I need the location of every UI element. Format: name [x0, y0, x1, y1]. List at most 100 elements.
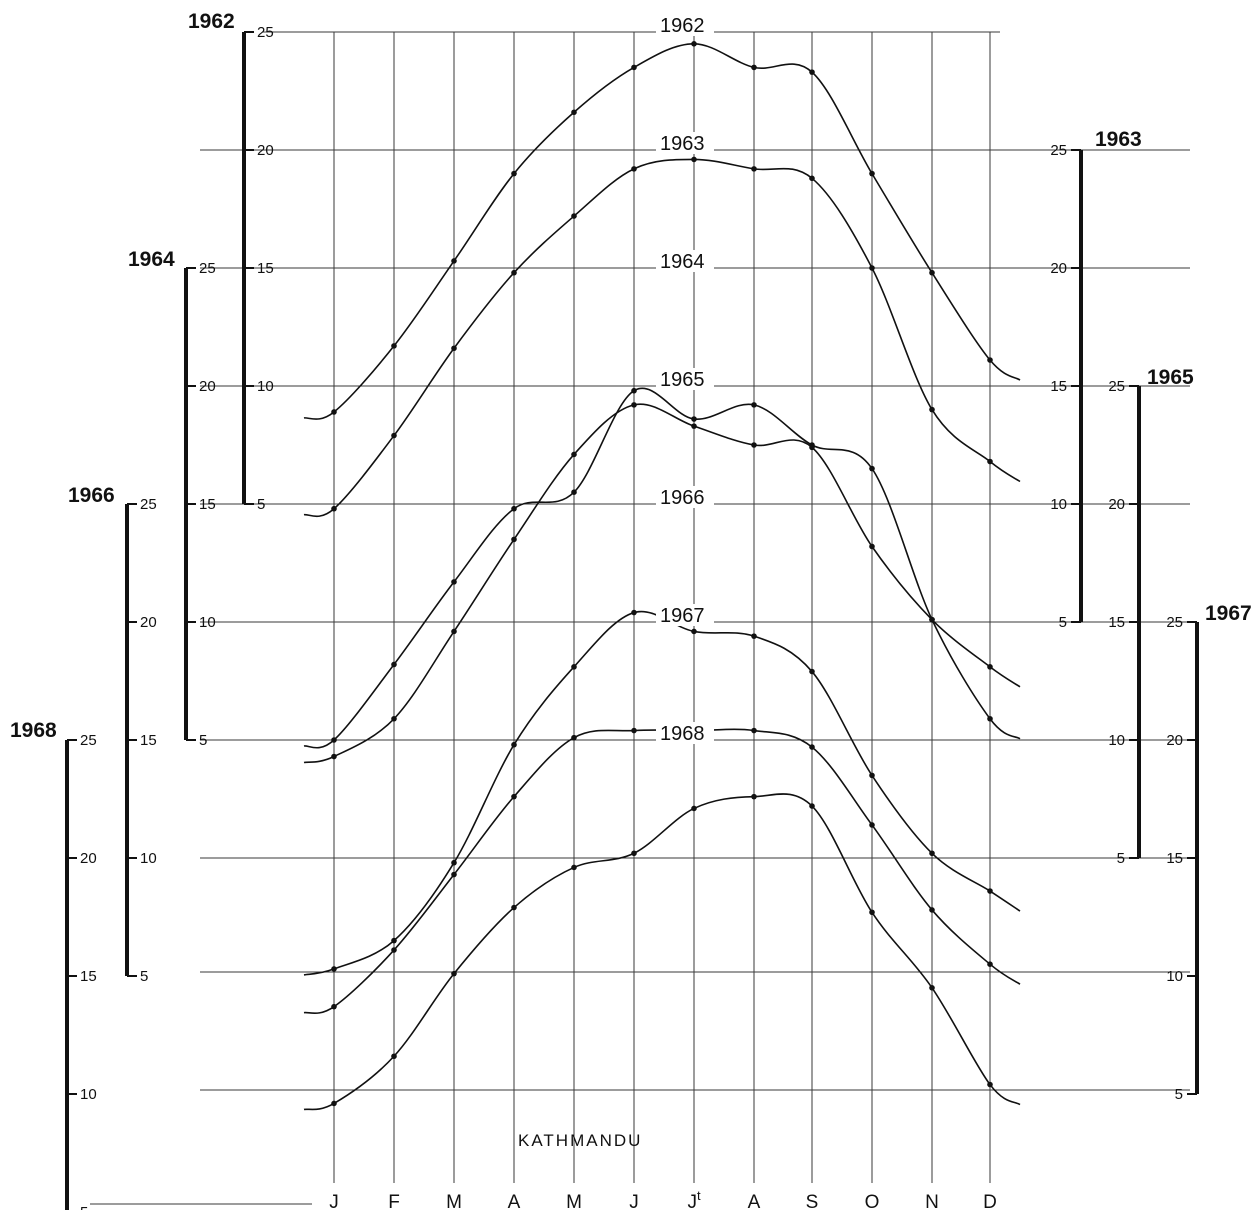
data-point [511, 741, 517, 748]
data-point [571, 451, 577, 458]
scale-tick-label: 10 [1108, 732, 1125, 749]
data-point [511, 505, 517, 512]
data-point [631, 166, 637, 172]
data-point [631, 64, 637, 71]
data-point [869, 822, 875, 828]
month-label: Jt [687, 1188, 701, 1210]
data-point [691, 156, 697, 163]
series-label-1967: 1967 [660, 605, 705, 627]
data-point [987, 357, 993, 363]
scale-tick-label: 5 [80, 1204, 88, 1210]
data-point [331, 409, 337, 415]
scale-year-label: 1968 [10, 719, 57, 742]
data-point [751, 442, 757, 448]
month-label: S [806, 1192, 819, 1210]
data-point [331, 737, 337, 743]
data-point [391, 937, 397, 944]
data-point [391, 947, 397, 953]
scale-tick-label: 25 [1166, 614, 1183, 631]
data-point [631, 609, 637, 616]
scale-tick-label: 10 [80, 1086, 97, 1103]
data-point [929, 616, 935, 623]
month-label: M [566, 1192, 582, 1210]
month-label: D [983, 1192, 997, 1210]
data-point [691, 423, 697, 429]
scale-year-label: 1962 [188, 10, 235, 33]
scale-year-label: 1965 [1147, 366, 1194, 389]
data-point [869, 265, 875, 271]
data-point [331, 1003, 337, 1010]
month-label: M [446, 1192, 462, 1210]
data-point [809, 668, 815, 675]
scale-tick-label: 15 [257, 260, 274, 277]
data-point [869, 909, 875, 916]
data-point [511, 793, 517, 800]
scale-tick-label: 10 [140, 850, 157, 867]
scale-tick-label: 25 [1108, 378, 1125, 395]
year-scales: 25 20 15 10 5 1962 25 20 15 10 5 1963 25 20 15 10 5 1964 2… [10, 10, 1252, 1210]
data-point [391, 661, 397, 668]
series-label-1963: 1963 [660, 133, 705, 155]
scale-tick-label: 25 [140, 496, 157, 513]
data-point [391, 343, 397, 349]
scale-tick-label: 5 [140, 968, 148, 985]
series-line-1964 [303, 387, 1021, 749]
data-point [571, 489, 577, 496]
scale-year-label: 1966 [68, 484, 115, 507]
month-label: A [508, 1192, 521, 1210]
data-point [809, 744, 815, 750]
data-point [391, 1053, 397, 1060]
scale-tick-label: 20 [1108, 496, 1125, 513]
scale-tick-label: 20 [257, 142, 274, 159]
month-label: F [388, 1192, 400, 1210]
data-point [869, 465, 875, 472]
month-label: J [329, 1192, 339, 1210]
series-line-1968 [303, 793, 1021, 1111]
scale-tick-label: 25 [80, 732, 97, 749]
data-point [331, 966, 337, 972]
scale-tick-label: 15 [1050, 378, 1067, 395]
data-point [571, 213, 577, 219]
data-point [751, 64, 757, 71]
scale-year-label: 1967 [1205, 602, 1252, 625]
data-point [511, 170, 517, 177]
data-point [691, 41, 697, 47]
data-point [571, 734, 577, 741]
scale-tick-label: 20 [1166, 732, 1183, 749]
series-line-1967 [303, 728, 1021, 1015]
data-point [809, 175, 815, 182]
data-point [631, 727, 637, 734]
month-label: J [629, 1192, 639, 1210]
scale-tick-label: 20 [199, 378, 216, 395]
data-point [869, 772, 875, 779]
scale-tick-label: 15 [199, 496, 216, 513]
series-label-1965: 1965 [660, 369, 705, 391]
scale-tick-label: 15 [1166, 850, 1183, 867]
data-point [511, 269, 517, 276]
scale-tick-label: 10 [1050, 496, 1067, 513]
data-point [571, 664, 577, 670]
data-point [451, 345, 457, 352]
data-point [987, 664, 993, 670]
data-point [809, 803, 815, 809]
series-curves: 1962 1963 1964 1965 1966 1967 1968 [303, 14, 1021, 1111]
data-point [631, 402, 637, 408]
scale-year-label: 1964 [128, 248, 175, 271]
data-point [451, 970, 457, 977]
data-point [391, 715, 397, 722]
data-point [809, 69, 815, 75]
data-point [331, 505, 337, 512]
series-label-1962: 1962 [660, 15, 705, 37]
scale-tick-label: 20 [140, 614, 157, 631]
data-point [751, 793, 757, 800]
data-point [929, 985, 935, 991]
scale-tick-label: 15 [1108, 614, 1125, 631]
data-point [751, 633, 757, 639]
scale-tick-label: 5 [1117, 850, 1125, 867]
month-label: N [925, 1192, 939, 1210]
scale-tick-label: 15 [140, 732, 157, 749]
data-point [929, 269, 935, 276]
scale-tick-label: 10 [1166, 968, 1183, 985]
data-point [987, 1081, 993, 1088]
